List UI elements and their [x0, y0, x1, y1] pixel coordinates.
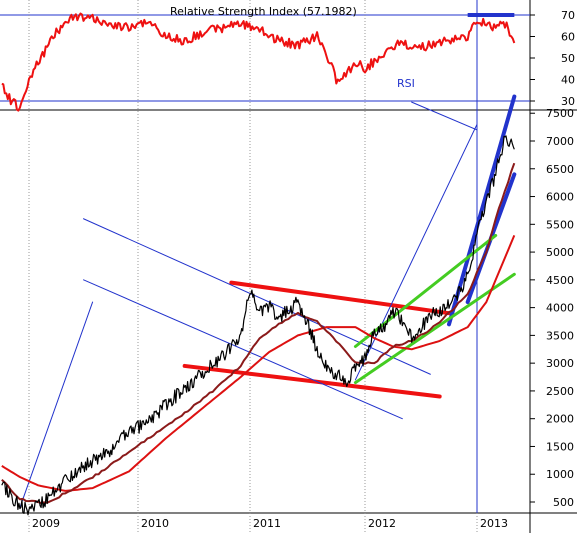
price-y-tick-label-1000: 1000 — [546, 468, 574, 481]
rsi-y-tick-label-50: 50 — [561, 52, 575, 65]
rsi-line — [1, 12, 516, 112]
rsi-y-tick-label-70: 70 — [561, 9, 575, 22]
x-tick-label-2013: 2013 — [480, 517, 508, 530]
price-y-tick-label-5500: 5500 — [546, 218, 574, 231]
price-y-tick-label-2500: 2500 — [546, 385, 574, 398]
x-tick-label-2010: 2010 — [141, 517, 169, 530]
rsi-y-tick-label-40: 40 — [561, 74, 575, 87]
trend-line-4 — [83, 218, 431, 375]
price-y-tick-label-4500: 4500 — [546, 274, 574, 287]
price-y-tick-label-6500: 6500 — [546, 163, 574, 176]
trend-line-11 — [353, 272, 516, 385]
price-y-tick-label-2000: 2000 — [546, 413, 574, 426]
rsi-panel-title: Relative Strength Index (57.1982) — [170, 5, 357, 18]
trend-line-1 — [229, 280, 451, 316]
price-y-tick-label-500: 500 — [553, 496, 574, 509]
price-y-tick-label-7500: 7500 — [546, 107, 574, 120]
trend-line-2 — [182, 363, 442, 399]
trend-line-5 — [83, 279, 403, 420]
rsi-series-label: RSI — [397, 77, 415, 90]
rsi-y-tick-label-60: 60 — [561, 31, 575, 44]
trend-line-6 — [354, 123, 478, 381]
price-y-tick-label-1500: 1500 — [546, 440, 574, 453]
price-y-tick-label-3500: 3500 — [546, 329, 574, 342]
x-tick-label-2009: 2009 — [32, 517, 60, 530]
moving-average-short — [1, 162, 516, 504]
price-y-tick-label-3000: 3000 — [546, 357, 574, 370]
trend-line-3 — [19, 301, 94, 509]
price-y-tick-label-4000: 4000 — [546, 302, 574, 315]
price-y-tick-label-6000: 6000 — [546, 191, 574, 204]
rsi-y-tick-label-30: 30 — [561, 95, 575, 108]
price-y-tick-label-7000: 7000 — [546, 135, 574, 148]
price-y-tick-label-5000: 5000 — [546, 246, 574, 259]
moving-average-long — [1, 235, 516, 492]
x-tick-label-2011: 2011 — [253, 517, 281, 530]
trend-line-7 — [411, 101, 478, 131]
x-tick-label-2012: 2012 — [368, 517, 396, 530]
price-line — [1, 135, 515, 516]
